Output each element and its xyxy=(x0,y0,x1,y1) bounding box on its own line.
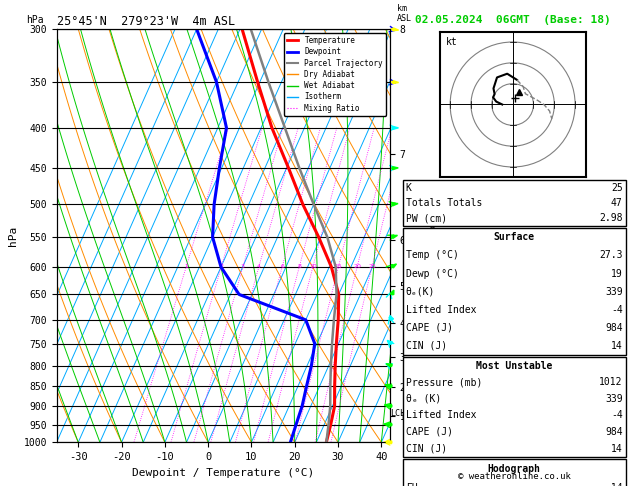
Text: kt: kt xyxy=(445,37,457,48)
Text: 14: 14 xyxy=(611,341,623,351)
Text: 2: 2 xyxy=(219,264,223,270)
Text: 984: 984 xyxy=(605,323,623,333)
Text: 6: 6 xyxy=(280,264,284,270)
Text: km
ASL: km ASL xyxy=(397,4,411,23)
Text: 8: 8 xyxy=(298,264,301,270)
Text: 14: 14 xyxy=(611,444,623,453)
Text: 10: 10 xyxy=(309,264,317,270)
Text: PW (cm): PW (cm) xyxy=(406,213,447,223)
Text: Most Unstable: Most Unstable xyxy=(476,361,552,370)
Text: -4: -4 xyxy=(611,305,623,314)
Text: Lifted Index: Lifted Index xyxy=(406,410,476,420)
Text: 2.98: 2.98 xyxy=(599,213,623,223)
Text: Surface: Surface xyxy=(494,232,535,243)
Text: 3: 3 xyxy=(241,264,245,270)
Text: 25: 25 xyxy=(611,183,623,192)
Text: 1: 1 xyxy=(184,264,188,270)
Text: CAPE (J): CAPE (J) xyxy=(406,427,453,437)
Text: EH: EH xyxy=(406,484,418,486)
Text: Pressure (mb): Pressure (mb) xyxy=(406,377,482,387)
Text: Mixing Ratio (g/kg): Mixing Ratio (g/kg) xyxy=(429,185,438,287)
Text: Dewp (°C): Dewp (°C) xyxy=(406,269,459,278)
Text: θₑ(K): θₑ(K) xyxy=(406,287,435,296)
Text: LCL: LCL xyxy=(390,409,405,418)
Y-axis label: hPa: hPa xyxy=(8,226,18,246)
Text: Hodograph: Hodograph xyxy=(487,464,541,474)
Text: Temp (°C): Temp (°C) xyxy=(406,250,459,260)
Text: © weatheronline.co.uk: © weatheronline.co.uk xyxy=(458,472,571,481)
Text: 25°45'N  279°23'W  4m ASL: 25°45'N 279°23'W 4m ASL xyxy=(57,15,235,28)
Text: 984: 984 xyxy=(605,427,623,437)
Text: CIN (J): CIN (J) xyxy=(406,444,447,453)
Text: 19: 19 xyxy=(611,269,623,278)
Legend: Temperature, Dewpoint, Parcel Trajectory, Dry Adiabat, Wet Adiabat, Isotherm, Mi: Temperature, Dewpoint, Parcel Trajectory… xyxy=(284,33,386,116)
Text: 25: 25 xyxy=(368,264,376,270)
Text: -14: -14 xyxy=(605,484,623,486)
Text: 4: 4 xyxy=(257,264,261,270)
Text: 339: 339 xyxy=(605,287,623,296)
Text: 27.3: 27.3 xyxy=(599,250,623,260)
Text: Lifted Index: Lifted Index xyxy=(406,305,476,314)
Text: 339: 339 xyxy=(605,394,623,404)
Text: 1012: 1012 xyxy=(599,377,623,387)
X-axis label: Dewpoint / Temperature (°C): Dewpoint / Temperature (°C) xyxy=(132,468,314,478)
Text: 02.05.2024  06GMT  (Base: 18): 02.05.2024 06GMT (Base: 18) xyxy=(415,15,611,25)
Text: θₑ (K): θₑ (K) xyxy=(406,394,441,404)
Text: 15: 15 xyxy=(335,264,342,270)
Text: 20: 20 xyxy=(353,264,361,270)
Text: CAPE (J): CAPE (J) xyxy=(406,323,453,333)
Text: 47: 47 xyxy=(611,198,623,208)
Text: CIN (J): CIN (J) xyxy=(406,341,447,351)
Text: Totals Totals: Totals Totals xyxy=(406,198,482,208)
Text: K: K xyxy=(406,183,411,192)
Text: hPa: hPa xyxy=(26,15,44,25)
Text: -4: -4 xyxy=(611,410,623,420)
